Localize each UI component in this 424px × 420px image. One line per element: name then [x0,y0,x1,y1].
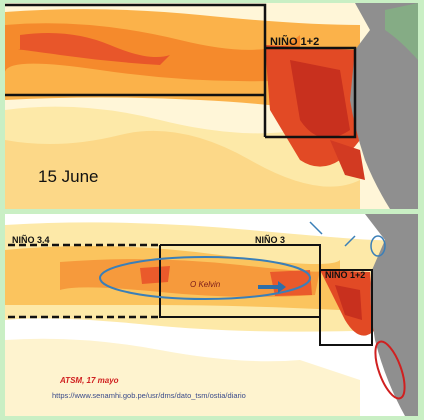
region-label: NIÑO 3.4 [12,235,50,245]
feature-label: O Kelvin [190,280,221,289]
region-label: NIÑO 3 [255,235,285,245]
region-label: NIÑO 1+2 [270,35,319,48]
date-label: ATSM, 17 mayo [59,376,119,385]
source-url: https://www.senamhi.gob.pe/usr/dms/dato_… [52,391,246,400]
bottom-map: NIÑO 3.4 NIÑO 3 NIÑO 1+2 O Kelvin ATSM, … [5,214,418,416]
top-map: NIÑO 1+2 15 June [5,3,418,209]
region-label: NIÑO 1+2 [325,270,365,280]
date-label: 15 June [38,167,99,186]
